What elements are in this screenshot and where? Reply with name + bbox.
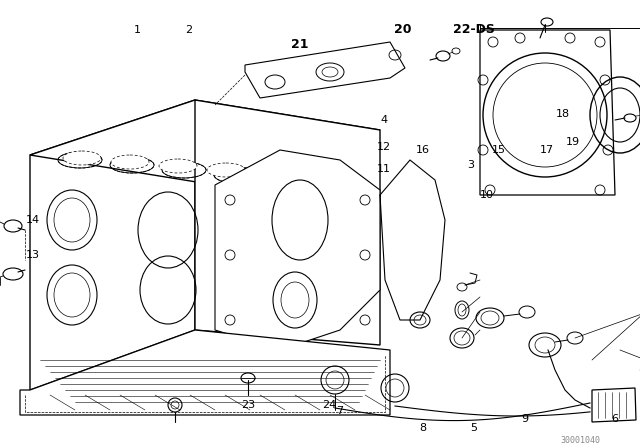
- Text: 7: 7: [335, 406, 343, 416]
- Text: 15: 15: [492, 145, 506, 155]
- Text: 8: 8: [419, 423, 426, 433]
- Text: 3: 3: [467, 160, 474, 170]
- Ellipse shape: [63, 151, 101, 165]
- Text: 22-DS: 22-DS: [452, 22, 495, 36]
- Polygon shape: [20, 330, 390, 415]
- Text: 5: 5: [470, 423, 477, 433]
- Text: 1: 1: [134, 26, 141, 35]
- Text: 21: 21: [291, 38, 308, 52]
- Polygon shape: [245, 42, 405, 98]
- Text: 23: 23: [241, 401, 255, 410]
- Polygon shape: [30, 100, 195, 390]
- Ellipse shape: [207, 163, 245, 177]
- Ellipse shape: [111, 155, 149, 169]
- Ellipse shape: [159, 159, 197, 173]
- Text: 13: 13: [26, 250, 40, 260]
- Polygon shape: [592, 388, 636, 422]
- Ellipse shape: [255, 167, 293, 181]
- Polygon shape: [30, 100, 380, 185]
- Polygon shape: [215, 150, 380, 350]
- Text: 4: 4: [380, 115, 388, 125]
- Text: 6: 6: [611, 414, 618, 424]
- Text: 14: 14: [26, 215, 40, 224]
- Text: 11: 11: [377, 164, 391, 174]
- Text: 12: 12: [377, 142, 391, 152]
- Polygon shape: [480, 30, 615, 195]
- Text: 24: 24: [323, 401, 337, 410]
- Text: 10: 10: [479, 190, 493, 200]
- Text: 30001040: 30001040: [560, 435, 600, 444]
- Text: 16: 16: [415, 145, 429, 155]
- Ellipse shape: [303, 171, 341, 185]
- Text: 18: 18: [556, 109, 570, 119]
- Text: 9: 9: [521, 414, 529, 424]
- Text: 17: 17: [540, 145, 554, 155]
- Text: 2: 2: [185, 26, 193, 35]
- Text: 20: 20: [394, 22, 412, 36]
- Text: 19: 19: [566, 138, 580, 147]
- Polygon shape: [195, 100, 380, 345]
